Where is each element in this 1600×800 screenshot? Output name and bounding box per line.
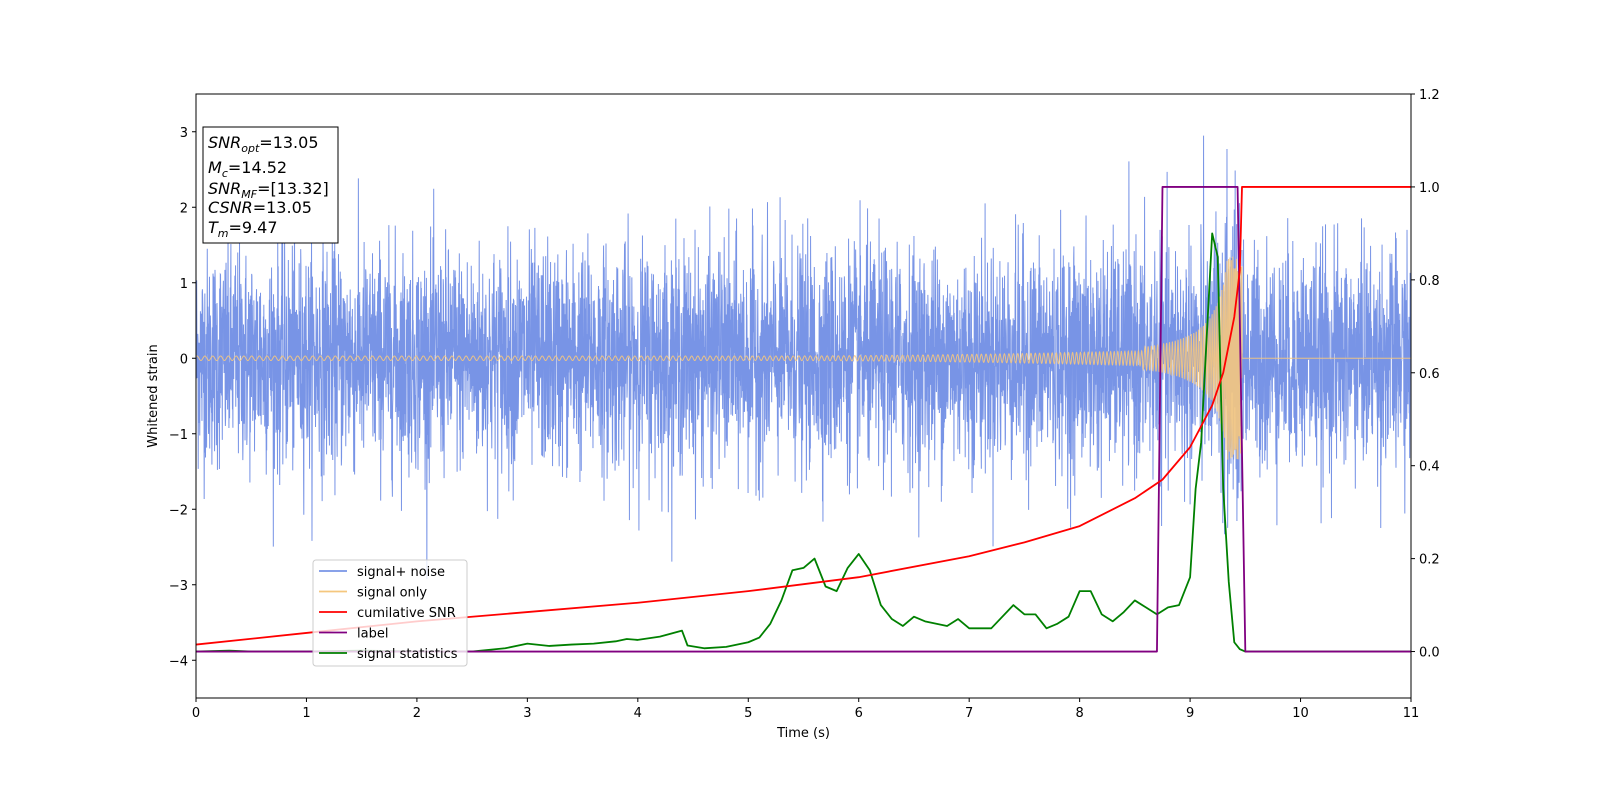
x-tick-label: 7 [965,706,973,721]
x-tick-label: 6 [855,706,863,721]
x-tick-label: 11 [1403,706,1420,721]
x-tick-label: 9 [1186,706,1194,721]
series-label [196,186,1411,653]
y-tick-label: 0 [180,352,188,367]
info-box: SNRopt=13.05 Mc=14.52SNRMF=[13.32]CSNR=13… [202,126,339,244]
info-line: SNRMF=[13.32] [208,179,329,201]
info-line: CSNR=13.05 [208,198,312,217]
info-line: Mc=14.52 [208,158,287,180]
x-axis-label: Time (s) [776,726,830,741]
legend-entry: signal only [357,586,427,601]
y-right-tick-label: 1.2 [1419,88,1440,103]
y-right-tick-label: 0.4 [1419,460,1440,475]
info-line: SNRopt=13.05 [208,133,319,155]
y-tick-label: −1 [169,428,188,443]
series-cumulative-snr [196,186,1411,646]
series-signal-only [196,256,1411,460]
legend: signal+ noise signal only cumilative SNR la… [312,559,468,667]
ticks: 0 1 2 3 4 5 6 7 8 9 10 113210−1−2−3−41.21.00.80.60.… [169,88,1440,721]
series-signal-statistics [196,232,1411,653]
x-tick-label: 2 [413,706,421,721]
y-right-tick-label: 0.6 [1419,367,1440,382]
x-tick-label: 4 [634,706,642,721]
x-tick-label: 5 [744,706,752,721]
legend-entry: signal statistics [357,647,458,662]
plot-frame [195,93,1412,699]
legend-frame [312,559,468,667]
y-tick-label: 3 [180,126,188,141]
x-tick-label: 0 [192,706,200,721]
y-right-tick-label: 0.0 [1419,646,1440,661]
y-tick-label: 2 [180,201,188,216]
legend-entry: label [357,627,388,642]
y-tick-label: −4 [169,654,188,669]
y-axis-label: Whitened strain [146,344,161,447]
y-tick-label: −2 [169,503,188,518]
x-tick-label: 8 [1075,706,1083,721]
series-signal-noise [196,135,1411,580]
legend-entry: cumilative SNR [357,606,456,621]
y-right-tick-label: 1.0 [1419,181,1440,196]
y-tick-label: 1 [180,277,188,292]
y-right-tick-label: 0.8 [1419,274,1440,289]
x-tick-label: 1 [302,706,310,721]
y-right-tick-label: 0.2 [1419,553,1440,568]
x-tick-label: 3 [523,706,531,721]
x-tick-label: 10 [1292,706,1309,721]
plot-area [196,135,1411,653]
y-tick-label: −3 [169,579,188,594]
info-line: Tm=9.47 [208,218,278,240]
legend-entry: signal+ noise [357,565,445,580]
info-box-frame [202,126,339,244]
